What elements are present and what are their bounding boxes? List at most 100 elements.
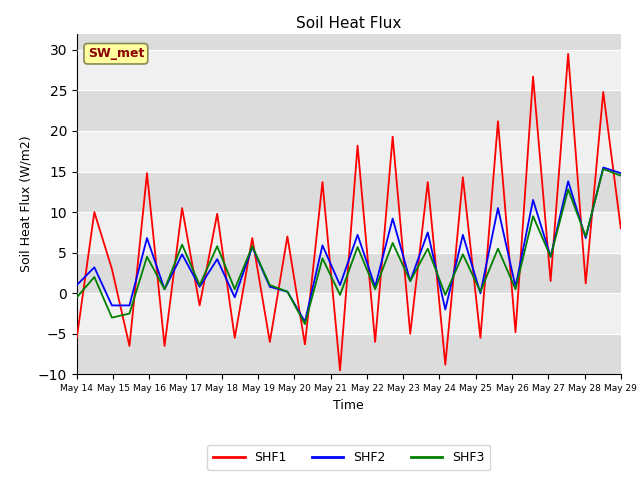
- SHF2: [248, 244, 256, 250]
- SHF1: [511, 329, 519, 335]
- SHF2: [442, 307, 449, 312]
- SHF1: [213, 211, 221, 216]
- SHF1: [161, 343, 168, 349]
- SHF2: [406, 278, 414, 284]
- Bar: [77, 252, 621, 293]
- SHF3: [179, 242, 186, 248]
- SHF1: [424, 179, 431, 185]
- SHF2: [564, 179, 572, 184]
- SHF1: [617, 226, 625, 231]
- SHF2: [161, 286, 168, 292]
- SHF3: [143, 254, 151, 260]
- SHF3: [424, 246, 431, 252]
- SHF1: [125, 343, 133, 349]
- SHF3: [494, 246, 502, 252]
- SHF3: [617, 173, 625, 179]
- SHF3: [196, 282, 204, 288]
- SHF2: [213, 256, 221, 262]
- SHF1: [284, 234, 291, 240]
- Bar: [77, 334, 621, 374]
- SHF2: [494, 205, 502, 211]
- SHF3: [529, 213, 537, 219]
- SHF1: [600, 89, 607, 95]
- SHF2: [336, 282, 344, 288]
- SHF3: [600, 166, 607, 172]
- SHF2: [231, 294, 239, 300]
- SHF2: [511, 284, 519, 289]
- SHF3: [231, 286, 239, 292]
- SHF2: [301, 319, 308, 324]
- SHF3: [73, 294, 81, 300]
- Line: SHF3: SHF3: [77, 169, 621, 324]
- SHF3: [582, 234, 589, 240]
- SHF2: [617, 170, 625, 176]
- SHF3: [354, 244, 362, 250]
- SHF3: [284, 289, 291, 295]
- Legend: SHF1, SHF2, SHF3: SHF1, SHF2, SHF3: [207, 445, 490, 470]
- SHF2: [73, 282, 81, 288]
- SHF2: [266, 284, 274, 289]
- Title: Soil Heat Flux: Soil Heat Flux: [296, 16, 401, 31]
- Y-axis label: Soil Heat Flux (W/m2): Soil Heat Flux (W/m2): [19, 136, 32, 272]
- SHF3: [90, 274, 98, 280]
- SHF1: [231, 335, 239, 341]
- SHF1: [582, 281, 589, 287]
- SHF3: [511, 286, 519, 292]
- SHF2: [529, 197, 537, 203]
- SHF3: [266, 282, 274, 288]
- Text: SW_met: SW_met: [88, 47, 144, 60]
- SHF3: [161, 286, 168, 292]
- SHF1: [354, 143, 362, 148]
- SHF2: [424, 229, 431, 235]
- SHF1: [547, 278, 554, 284]
- Bar: [77, 90, 621, 131]
- SHF1: [248, 235, 256, 241]
- SHF2: [143, 235, 151, 241]
- SHF3: [459, 252, 467, 257]
- SHF1: [266, 339, 274, 345]
- SHF2: [354, 232, 362, 238]
- SHF1: [477, 335, 484, 341]
- SHF2: [284, 289, 291, 295]
- SHF1: [529, 74, 537, 80]
- SHF3: [406, 278, 414, 284]
- Bar: [77, 293, 621, 334]
- SHF1: [90, 209, 98, 215]
- SHF2: [179, 252, 186, 257]
- SHF1: [179, 205, 186, 211]
- SHF3: [125, 311, 133, 316]
- SHF1: [196, 302, 204, 308]
- Line: SHF2: SHF2: [77, 168, 621, 322]
- Bar: [77, 171, 621, 212]
- SHF2: [389, 216, 397, 221]
- SHF3: [213, 243, 221, 249]
- Bar: [77, 131, 621, 171]
- SHF1: [406, 331, 414, 336]
- SHF2: [319, 242, 326, 248]
- SHF2: [547, 254, 554, 260]
- SHF1: [73, 335, 81, 341]
- SHF2: [477, 290, 484, 296]
- SHF2: [371, 284, 379, 289]
- SHF3: [371, 286, 379, 292]
- SHF3: [248, 243, 256, 249]
- SHF3: [301, 321, 308, 327]
- SHF2: [582, 235, 589, 241]
- SHF3: [336, 292, 344, 298]
- SHF2: [108, 302, 116, 308]
- SHF3: [108, 315, 116, 321]
- SHF3: [319, 255, 326, 261]
- Bar: [77, 50, 621, 90]
- SHF2: [196, 284, 204, 289]
- SHF1: [564, 51, 572, 57]
- SHF3: [389, 240, 397, 246]
- SHF3: [547, 254, 554, 260]
- SHF2: [125, 302, 133, 308]
- SHF2: [600, 165, 607, 170]
- SHF1: [108, 266, 116, 272]
- SHF1: [371, 339, 379, 345]
- SHF1: [336, 368, 344, 373]
- SHF2: [459, 232, 467, 238]
- Bar: [77, 212, 621, 252]
- SHF3: [564, 187, 572, 192]
